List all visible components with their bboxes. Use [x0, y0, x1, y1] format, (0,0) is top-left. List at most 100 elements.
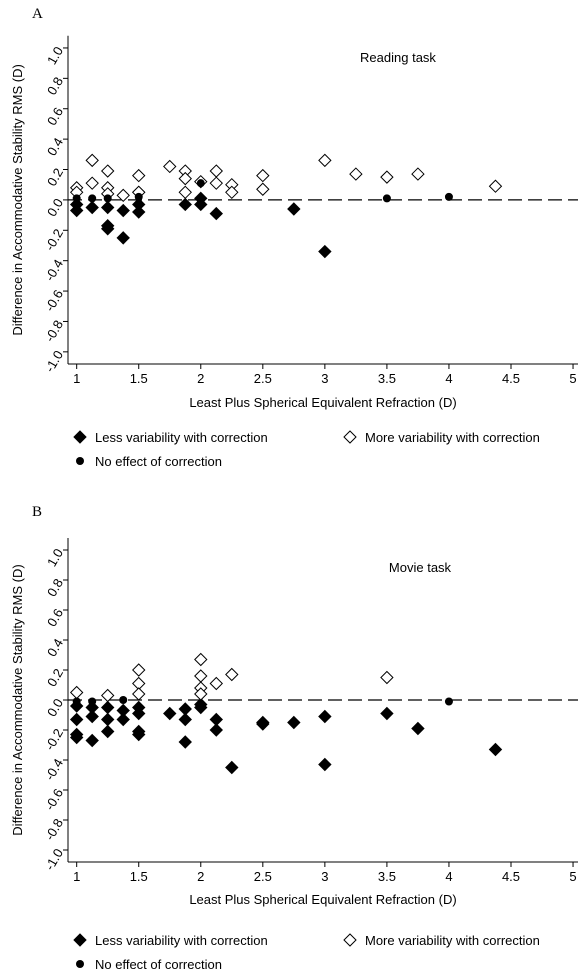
legend-marker	[76, 457, 84, 465]
data-point	[101, 724, 115, 739]
legend-label: More variability with correction	[365, 933, 540, 948]
legend-label: No effect of correction	[95, 957, 222, 972]
data-point	[287, 202, 301, 216]
y-tick-label: 0.8	[44, 576, 66, 599]
data-point	[178, 735, 192, 749]
data-point	[85, 200, 99, 215]
data-point	[194, 197, 208, 212]
data-point	[132, 168, 146, 183]
y-tick-label: -0.4	[42, 756, 66, 783]
data-point	[163, 159, 177, 174]
data-point	[134, 192, 143, 201]
data-point	[380, 170, 394, 184]
legend-marker	[73, 933, 87, 947]
data-point	[101, 712, 115, 727]
y-tick-label: -0.8	[42, 317, 66, 344]
y-tick-label: 0.2	[44, 166, 66, 189]
data-point	[119, 696, 128, 704]
y-axis-label: Difference in Accommodative Stability RM…	[10, 64, 25, 335]
x-tick-label: 2	[197, 371, 204, 386]
x-tick-label: 2.5	[254, 371, 272, 386]
data-point	[72, 194, 81, 203]
data-point	[225, 760, 239, 775]
data-point	[318, 153, 332, 168]
data-point	[116, 188, 130, 203]
data-point	[209, 676, 223, 691]
data-point	[178, 197, 192, 212]
legend-label: Less variability with correction	[95, 933, 268, 948]
data-point	[225, 185, 239, 200]
data-point	[116, 712, 130, 727]
legend-label: More variability with correction	[365, 430, 540, 445]
x-tick-label: 3.5	[378, 371, 396, 386]
x-tick-label: 2.5	[254, 869, 272, 884]
data-point	[132, 706, 146, 721]
data-point	[101, 164, 115, 178]
x-tick-label: 2	[197, 869, 204, 884]
data-point	[209, 723, 223, 737]
y-tick-label: 1.0	[44, 546, 66, 569]
annotation: Movie task	[389, 560, 452, 575]
data-point	[488, 742, 503, 757]
data-point	[411, 167, 425, 181]
data-point	[103, 194, 112, 203]
y-tick-label: -0.8	[42, 816, 66, 843]
data-point	[225, 667, 239, 682]
x-tick-label: 1.5	[130, 371, 148, 386]
data-point	[132, 663, 146, 677]
data-point	[318, 244, 332, 259]
data-point	[69, 685, 84, 700]
data-point	[194, 669, 208, 683]
y-tick-label: -0.2	[42, 226, 66, 253]
data-point	[196, 179, 205, 188]
x-tick-label: 1	[73, 869, 80, 884]
legend-marker	[76, 960, 84, 968]
x-tick-label: 1.5	[130, 869, 148, 884]
data-point	[116, 231, 130, 245]
data-point	[101, 222, 115, 236]
data-point	[116, 203, 130, 218]
data-point	[411, 721, 425, 736]
y-tick-label: 0.4	[44, 636, 66, 659]
data-point	[163, 706, 177, 721]
x-tick-label: 3	[321, 371, 328, 386]
data-point	[85, 709, 99, 724]
data-point	[382, 194, 391, 203]
data-point	[209, 164, 223, 178]
y-tick-label: -0.6	[42, 287, 66, 314]
data-point	[69, 730, 84, 745]
panel-label: B	[32, 504, 42, 520]
data-point	[85, 153, 99, 168]
y-tick-label: 0.8	[44, 74, 66, 97]
data-point	[256, 168, 270, 183]
y-tick-label: 0.2	[44, 666, 66, 689]
x-tick-label: 4	[445, 371, 452, 386]
legend-marker	[343, 933, 357, 947]
data-point	[101, 688, 115, 703]
y-tick-label: 0.4	[44, 135, 66, 158]
y-axis-label: Difference in Accommodative Stability RM…	[10, 564, 25, 835]
data-point	[444, 697, 453, 706]
y-tick-label: -1.0	[42, 348, 66, 375]
legend-label: No effect of correction	[95, 454, 222, 469]
data-point	[85, 733, 99, 748]
data-point	[209, 206, 223, 221]
panel-label: A	[32, 6, 43, 22]
annotation: Reading task	[360, 50, 436, 65]
x-tick-label: 3	[321, 869, 328, 884]
data-point	[256, 717, 270, 731]
x-tick-label: 5	[569, 869, 576, 884]
data-point	[380, 706, 394, 721]
data-point	[101, 700, 115, 715]
data-point	[194, 697, 208, 712]
y-tick-label: -1.0	[42, 846, 66, 873]
data-point	[444, 192, 453, 201]
data-point	[178, 171, 192, 186]
data-point	[380, 670, 394, 685]
data-point	[287, 715, 301, 730]
x-tick-label: 4	[445, 869, 452, 884]
data-point	[488, 179, 503, 193]
y-tick-label: -0.2	[42, 726, 66, 753]
x-tick-label: 5	[569, 371, 576, 386]
